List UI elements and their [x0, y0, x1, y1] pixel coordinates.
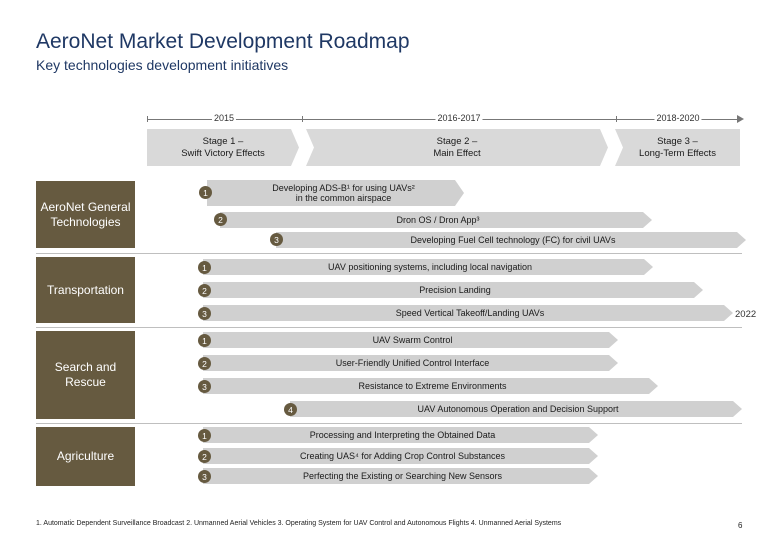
section-divider: [36, 327, 742, 328]
initiative-text: Speed Vertical Takeoff/Landing UAVs: [395, 308, 545, 318]
page-number: 6: [738, 521, 743, 530]
section-label: AeroNet General: [40, 199, 131, 214]
item-number-badge: 2: [198, 284, 211, 297]
section-agriculture: Agriculture: [36, 427, 135, 486]
initiative-text: in the common airspace: [295, 193, 392, 203]
item-number-badge: 1: [199, 186, 212, 199]
section-label: Rescue: [65, 375, 106, 389]
stage-2: Stage 2 – Main Effect: [306, 129, 608, 166]
section-label: Agriculture: [56, 449, 115, 463]
initiative-text: Developing ADS-B¹ for using UAVs²: [272, 183, 415, 193]
initiative-text: UAV Autonomous Operation and Decision Su…: [417, 404, 619, 414]
initiative-bar: Speed Vertical Takeoff/Landing UAVs: [203, 305, 733, 321]
initiative-bar: UAV positioning systems, including local…: [203, 259, 653, 275]
initiative-text: Developing Fuel Cell technology (FC) for…: [410, 235, 616, 245]
initiative-bar: Dron OS / Dron App³: [220, 212, 652, 228]
initiative-bar: Precision Landing: [203, 282, 703, 298]
initiative-bar: Perfecting the Existing or Searching New…: [203, 468, 598, 484]
section-label: Search and: [54, 360, 117, 374]
initiative-text: Creating UAS⁴ for Adding Crop Control Su…: [300, 451, 505, 461]
item-number-badge: 3: [270, 233, 283, 246]
timeline-tick: [147, 116, 148, 122]
section-search-and-rescue: Search and Rescue: [36, 331, 135, 419]
page-title: AeroNet Market Development Roadmap: [36, 30, 410, 53]
initiative-bar: Developing ADS-B¹ for using UAVs² in the …: [207, 180, 464, 206]
timeline-arrow-icon: [737, 115, 744, 123]
initiative-bar: Resistance to Extreme Environments: [203, 378, 658, 394]
section-divider: [36, 253, 742, 254]
item-number-badge: 2: [198, 450, 211, 463]
stage-subtitle: Long-Term Effects: [639, 147, 716, 159]
stage-title: Stage 1 –: [202, 135, 244, 147]
initiative-bar: User-Friendly Unified Control Interface: [203, 355, 618, 371]
item-number-badge: 1: [198, 334, 211, 347]
stage-subtitle: Swift Victory Effects: [181, 147, 265, 159]
section-label: Technologies: [50, 214, 121, 229]
item-number-badge: 3: [198, 470, 211, 483]
item-number-badge: 4: [284, 403, 297, 416]
initiative-text: UAV Swarm Control: [372, 335, 453, 345]
initiative-text: Processing and Interpreting the Obtained…: [309, 430, 496, 440]
initiative-bar: UAV Swarm Control: [203, 332, 618, 348]
period-label: 2015: [211, 113, 237, 123]
item-number-badge: 2: [198, 357, 211, 370]
initiative-bar: UAV Autonomous Operation and Decision Su…: [290, 401, 742, 417]
stage-3: Stage 3 – Long-Term Effects: [615, 129, 740, 166]
stage-title: Stage 3 –: [657, 135, 698, 147]
initiative-text: UAV positioning systems, including local…: [328, 262, 532, 272]
period-label: 2016-2017: [435, 113, 483, 123]
stage-title: Stage 2 –: [436, 135, 478, 147]
initiative-text: User-Friendly Unified Control Interface: [335, 358, 490, 368]
initiative-bar: Developing Fuel Cell technology (FC) for…: [276, 232, 746, 248]
section-general-technologies: AeroNet General Technologies: [36, 181, 135, 248]
footnote: 1. Automatic Dependent Surveillance Broa…: [36, 520, 562, 527]
timeline-tick: [616, 116, 617, 122]
section-label: Transportation: [47, 282, 124, 297]
section-transportation: Transportation: [36, 257, 135, 323]
period-label: 2018-2020: [654, 113, 702, 123]
initiative-text: Perfecting the Existing or Searching New…: [302, 471, 503, 481]
initiative-bar: Creating UAS⁴ for Adding Crop Control Su…: [203, 448, 598, 464]
initiative-text: Dron OS / Dron App³: [396, 215, 480, 225]
item-number-badge: 3: [198, 307, 211, 320]
item-number-badge: 1: [198, 261, 211, 274]
timeline-tick: [302, 116, 303, 122]
stage-1: Stage 1 – Swift Victory Effects: [147, 129, 299, 166]
stage-subtitle: Main Effect: [433, 147, 481, 159]
initiative-bar: Processing and Interpreting the Obtained…: [203, 427, 598, 443]
item-number-badge: 3: [198, 380, 211, 393]
item-number-badge: 1: [198, 429, 211, 442]
page-subtitle: Key technologies development initiatives: [36, 57, 289, 73]
initiative-text: Precision Landing: [419, 285, 491, 295]
year-2022-label: 2022: [735, 309, 757, 320]
section-divider: [36, 423, 742, 424]
item-number-badge: 2: [214, 213, 227, 226]
initiative-text: Resistance to Extreme Environments: [358, 381, 507, 391]
